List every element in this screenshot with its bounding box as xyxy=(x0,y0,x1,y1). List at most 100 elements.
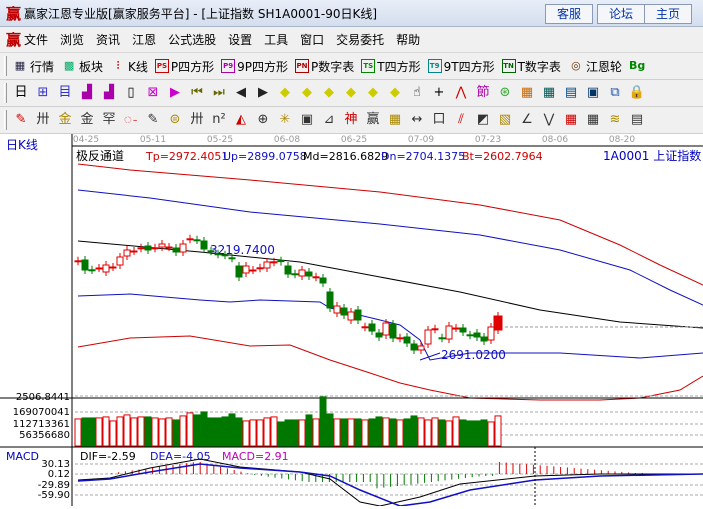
menu-item[interactable]: 交易委托 xyxy=(336,33,385,47)
grid3-icon[interactable]: ▦ xyxy=(586,112,600,127)
menu-item[interactable]: 帮助 xyxy=(396,33,421,47)
square-icon[interactable]: ▣ xyxy=(300,112,314,127)
window-icon[interactable]: ⊞ xyxy=(37,85,49,100)
hand-icon[interactable]: ☝ xyxy=(413,85,421,100)
volume-bar xyxy=(235,417,243,447)
angle-icon[interactable]: ⊿ xyxy=(323,112,335,127)
pen2-icon[interactable]: ✎ xyxy=(147,112,159,127)
menu-item[interactable]: 工具 xyxy=(264,33,289,47)
save-icon[interactable]: ▣ xyxy=(586,85,600,100)
last-icon[interactable]: ⏭ xyxy=(213,85,225,100)
line-icon[interactable]: ⋀ xyxy=(455,85,467,100)
toolbar-pn-button[interactable]: PN P数字表 xyxy=(295,58,354,75)
toolbar-gann-wheel-button[interactable]: ◎ 江恩轮 xyxy=(568,58,622,75)
candle xyxy=(158,243,166,248)
fan-grid-icon[interactable]: ▧ xyxy=(498,112,512,127)
zoom-vertical-icon[interactable]: ◆ xyxy=(368,85,378,100)
candle-type-icon[interactable]: ▯ xyxy=(127,85,135,100)
wave-icon[interactable]: ⋁ xyxy=(543,112,555,127)
ruler-icon[interactable]: ▦ xyxy=(388,112,402,127)
date-tick: 04-25 xyxy=(73,135,99,145)
forum-button[interactable]: 论坛 xyxy=(597,4,645,24)
self-select-icon[interactable]: 目 xyxy=(58,85,72,100)
next-icon[interactable]: ▶ xyxy=(258,85,268,100)
toolbar-tn-button[interactable]: TN T数字表 xyxy=(501,58,561,75)
color-icon[interactable]: ▶ xyxy=(170,85,180,100)
candle xyxy=(74,260,82,263)
zoom-fit-icon[interactable]: ◆ xyxy=(390,85,400,100)
zoom-in-icon[interactable]: ◆ xyxy=(324,85,334,100)
node-icon[interactable]: 節 xyxy=(476,85,490,100)
menu-item[interactable]: 设置 xyxy=(228,33,253,47)
candle xyxy=(382,322,390,336)
chart9-icon[interactable]: ▟ xyxy=(104,85,114,100)
candle xyxy=(263,261,271,269)
volume-bar xyxy=(368,418,376,447)
first-icon[interactable]: ⏮ xyxy=(191,85,203,100)
toolbar-p9-button[interactable]: P9 9P四方形 xyxy=(221,58,288,75)
toolbar-big-button[interactable]: Bg xyxy=(629,58,647,74)
toolbar-sector-button[interactable]: ▩ 板块 xyxy=(61,58,103,75)
square-fan-icon[interactable]: ◩ xyxy=(476,112,490,127)
zoom-out-icon[interactable]: ◆ xyxy=(346,85,356,100)
lines-icon[interactable]: ≋ xyxy=(609,112,621,127)
grid2-icon[interactable]: ▦ xyxy=(564,112,578,127)
web-icon[interactable]: ✳ xyxy=(279,112,291,127)
n2-icon[interactable]: n² xyxy=(212,112,226,127)
report-icon[interactable]: ▤ xyxy=(564,85,578,100)
fan-icon[interactable]: 罕 xyxy=(102,112,116,127)
menu-item[interactable]: 浏览 xyxy=(60,33,85,47)
volume-bar xyxy=(389,418,397,447)
calendar-icon[interactable]: ▦ xyxy=(520,85,534,100)
pen-icon[interactable]: ✎ xyxy=(15,112,27,127)
grid-icon[interactable]: ⊛ xyxy=(499,85,511,100)
calculator-icon[interactable]: ▦ xyxy=(542,85,556,100)
angle-line-icon[interactable]: ∠ xyxy=(521,112,533,127)
toolbar-quote-table-button[interactable]: ▦ 行情 xyxy=(12,58,54,75)
candle xyxy=(102,264,110,273)
fan-lines-icon[interactable]: ⫽ xyxy=(458,112,464,127)
menu-item[interactable]: 窗口 xyxy=(300,33,325,47)
network-icon[interactable]: ⧉ xyxy=(610,85,620,100)
table-icon[interactable]: ▤ xyxy=(630,112,644,127)
menu-item[interactable]: 公式选股 xyxy=(168,33,217,47)
volume-bar xyxy=(326,413,334,447)
toolbar-kline-button[interactable]: ⫶ K线 xyxy=(110,58,148,75)
gold-ratio2-icon[interactable]: 金 xyxy=(80,112,94,127)
menu-item[interactable]: 江恩 xyxy=(132,33,157,47)
high-price-label: 3219.7400 xyxy=(210,243,275,257)
zoom-left-icon[interactable]: ◆ xyxy=(280,85,290,100)
prev-icon[interactable]: ◀ xyxy=(236,85,246,100)
kline-chart[interactable]: 日K线 04-25 05-11 05-25 06-08 06-25 07-09 07-23 08… xyxy=(0,134,703,507)
candle xyxy=(207,250,215,253)
target-icon[interactable]: ⊕ xyxy=(257,112,269,127)
circle-icon[interactable]: ⊜ xyxy=(169,112,181,127)
menu-item[interactable]: 文件 xyxy=(24,33,49,47)
lock-icon[interactable]: 🔒 xyxy=(628,85,646,100)
spiral-icon[interactable]: ꩽ xyxy=(123,112,139,127)
indicator-name: 极反通道 xyxy=(76,149,124,163)
toolbar-ts-button[interactable]: TS T四方形 xyxy=(361,58,421,75)
width-icon[interactable]: ↔ xyxy=(411,112,423,127)
parallel-icon[interactable]: 卅 xyxy=(36,112,50,127)
cross-tool-icon[interactable]: ⊠ xyxy=(147,85,159,100)
home-button[interactable]: 主页 xyxy=(644,4,692,24)
gold-ratio-icon[interactable]: 金 xyxy=(58,112,72,127)
triangle-icon[interactable]: ◭ xyxy=(236,112,246,127)
bt-line xyxy=(77,335,703,401)
service-button[interactable]: 客服 xyxy=(545,4,593,24)
volume-bar xyxy=(214,417,222,447)
period-day-icon[interactable]: 日 xyxy=(14,85,28,100)
menu-item[interactable]: 资讯 xyxy=(96,33,121,47)
pn-icon: PN xyxy=(295,59,310,73)
parallel2-icon[interactable]: 卅 xyxy=(190,112,204,127)
date-tick: 07-09 xyxy=(408,135,434,145)
chart3-icon[interactable]: ▟ xyxy=(82,85,92,100)
toolbar-t9-button[interactable]: T9 9T四方形 xyxy=(427,58,495,75)
crosshair-icon[interactable]: + xyxy=(433,85,445,100)
toolbar-ps-button[interactable]: PS P四方形 xyxy=(154,58,214,75)
win-icon[interactable]: 赢 xyxy=(366,112,380,127)
zoom-up-icon[interactable]: ◆ xyxy=(302,85,312,100)
box-icon[interactable]: 口 xyxy=(432,112,446,127)
god-icon[interactable]: 神 xyxy=(344,112,358,127)
